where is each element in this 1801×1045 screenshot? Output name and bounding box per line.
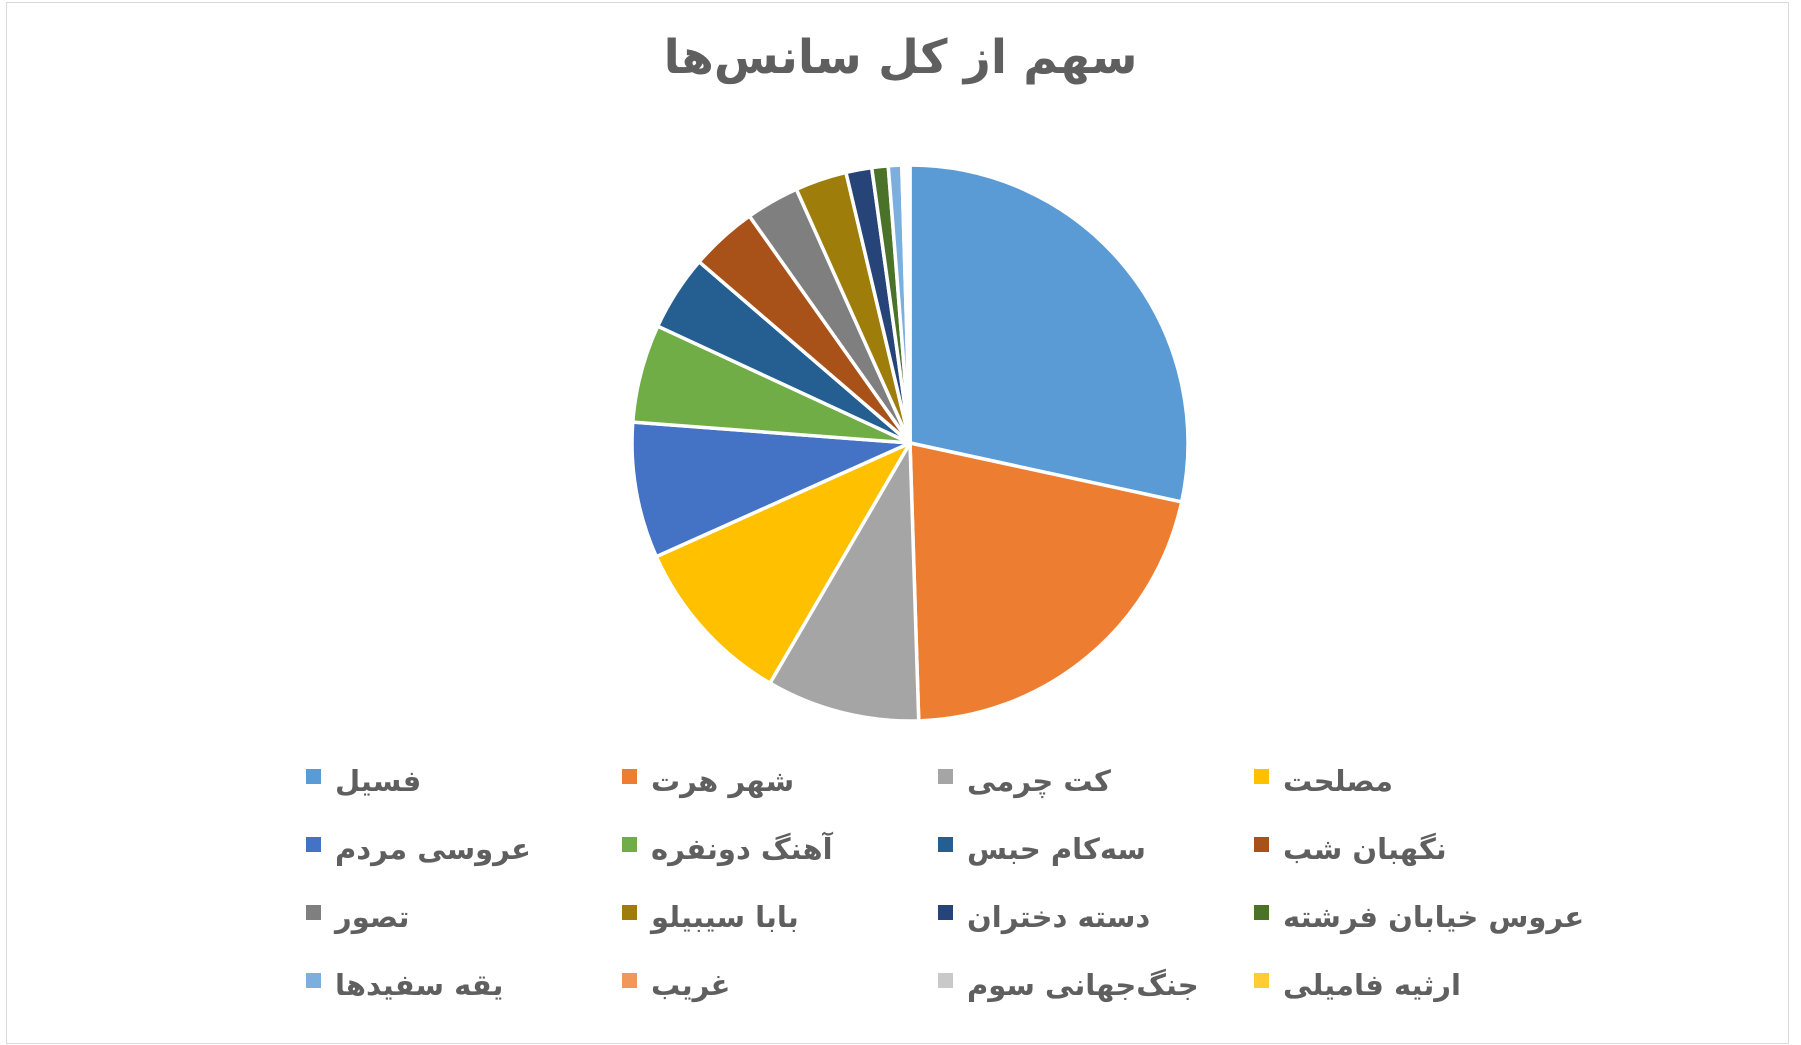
legend-label: سه‌کام حبس [967,832,1146,866]
legend-label: کت چرمی [967,764,1111,798]
legend-label: مصلحت [1283,764,1393,798]
legend-item: تصور [306,900,622,944]
legend-swatch-icon [1254,973,1269,988]
legend-item: دسته دختران [938,900,1254,944]
legend-item: جنگ‌جهانی سوم [938,968,1254,1012]
legend-swatch-icon [622,973,637,988]
legend-swatch-icon [306,973,321,988]
legend-item: فسیل [306,764,622,808]
legend-swatch-icon [622,769,637,784]
legend-label: فسیل [335,764,422,798]
legend-item: بابا سیبیلو [622,900,938,944]
chart-title: سهم از کل سانس‌ها [663,30,1138,85]
legend-item: سه‌کام حبس [938,832,1254,876]
legend-swatch-icon [938,837,953,852]
legend-label: عروس خیابان فرشته [1283,900,1585,934]
legend-swatch-icon [938,973,953,988]
pie-slice [654,441,912,685]
legend-label: آهنگ دونفره [651,832,833,866]
legend-item: غریب [622,968,938,1012]
legend-swatch-icon [1254,837,1269,852]
legend-swatch-icon [938,769,953,784]
legend-label: جنگ‌جهانی سوم [967,968,1199,1002]
legend-swatch-icon [938,905,953,920]
legend-label: دسته دختران [967,900,1151,934]
legend-swatch-icon [622,837,637,852]
legend-item: عروسی مردم [306,832,622,876]
pie-slice [908,441,1184,723]
legend-label: غریب [651,968,731,1002]
legend-label: شهر هرت [651,764,795,798]
legend-item: یقه سفیدها [306,968,622,1012]
legend-swatch-icon [306,905,321,920]
legend-item: عروس خیابان فرشته [1254,900,1624,944]
legend-item: مصلحت [1254,764,1624,808]
legend-label: نگهبان شب [1283,832,1447,866]
pie-chart [630,163,1190,723]
legend-label: ارثیه فامیلی [1283,968,1461,1002]
legend-item: شهر هرت [622,764,938,808]
pie-area [610,143,1210,743]
pie-slice [906,163,912,445]
legend-swatch-icon [306,837,321,852]
pie-slice [908,163,1190,504]
legend-swatch-icon [306,769,321,784]
legend-label: عروسی مردم [335,832,531,866]
pie-slice [768,441,921,723]
legend-label: تصور [335,900,410,934]
legend-swatch-icon [1254,905,1269,920]
legend-item: نگهبان شب [1254,832,1624,876]
legend-label: بابا سیبیلو [651,900,799,934]
pie-slice [630,420,912,559]
legend-item: ارثیه فامیلی [1254,968,1624,1012]
legend-item: کت چرمی [938,764,1254,808]
legend-item: آهنگ دونفره [622,832,938,876]
legend: فسیل شهر هرت کت چرمی مصلحت عروسی مردم آهنگ دو… [306,764,1624,1012]
legend-swatch-icon [1254,769,1269,784]
legend-swatch-icon [622,905,637,920]
legend-label: یقه سفیدها [335,968,504,1002]
